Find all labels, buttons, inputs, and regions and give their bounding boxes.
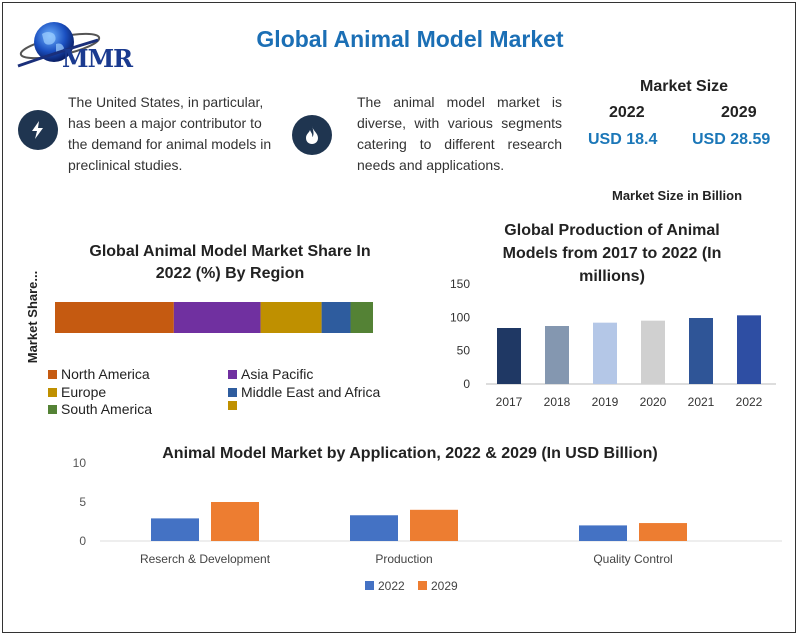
legend-swatch [228,387,237,397]
logo-text: MMR [62,44,133,73]
legend-item: South America [48,401,152,417]
x-tick-label: Reserch & Development [140,552,271,566]
globe-icon [17,22,101,68]
legend-item: Asia Pacific [228,366,313,382]
y-tick-label: 5 [79,495,86,509]
legend-swatch [48,404,57,414]
y-tick-label: 50 [457,344,471,358]
y-axis-label: Market Share... [25,271,40,364]
bar [737,315,761,384]
highlight-icon-2 [292,115,332,155]
stacked-bar-segment [173,302,261,333]
bar [545,326,569,384]
market-size-note: Market Size in Billion [612,188,743,203]
legend-swatch [365,581,374,590]
legend-swatch [48,387,57,397]
legend-label: 2029 [431,579,458,593]
bar [497,328,521,384]
bar [639,523,687,541]
bar [350,515,398,541]
y-tick-label: 10 [73,456,87,470]
highlight-text-1: The United States, in particular, has be… [68,94,272,173]
y-tick-label: 100 [450,310,470,324]
highlight-text-2: The animal model market is diverse, with… [357,94,562,173]
legend-label: Asia Pacific [241,366,314,382]
y-tick-label: 0 [79,534,86,548]
bar [593,322,617,384]
legend-swatch [48,369,57,379]
stacked-bar-segment [321,302,351,333]
market-size-year-2022: 2022 [609,104,645,121]
legend-swatch [418,581,427,590]
stacked-bar-segment [350,302,373,333]
x-tick-label: 2017 [496,395,523,409]
market-size-value-2029: USD 28.59 [692,131,771,148]
region-share-chart-title: Global Animal Model Market Share In 2022… [89,243,371,282]
region-share-chart: Market Share... [25,271,373,364]
x-tick-label: Production [375,552,432,566]
x-tick-label: 2020 [640,395,667,409]
production-chart: 0 50 100 150 2017 2018 2019 2020 2021 2022 [450,277,776,409]
y-tick-label: 0 [463,377,470,391]
legend-swatch [228,369,237,379]
legend-item: Europe [48,384,106,400]
legend-label: Middle East and Africa [241,384,381,400]
legend-label: North America [61,366,150,382]
legend-item [228,401,241,410]
legend-label: South America [61,401,153,417]
flame-icon [306,126,318,144]
legend-swatch [228,401,237,410]
application-chart: 0 5 10 Reserch & Development Production Quali… [73,456,782,593]
market-size-heading: Market Size [640,78,729,95]
stacked-bar-segment [55,302,174,333]
lightning-icon [32,121,43,139]
stacked-bar-segment [260,302,322,333]
bar [410,509,458,541]
legend-item: North America [48,366,150,382]
bar [579,525,627,541]
legend-label: 2022 [378,579,405,593]
bar [211,502,259,541]
highlight-icon-1 [18,110,58,150]
x-tick-label: 2022 [736,395,763,409]
page-title: Global Animal Model Market [256,26,564,52]
x-tick-label: 2021 [688,395,715,409]
mmr-logo [14,20,154,80]
market-size-value-2022: USD 18.4 [588,131,658,148]
y-tick-label: 150 [450,277,470,291]
bar [151,518,199,541]
legend-item: Middle East and Africa [228,384,380,400]
x-tick-label: 2018 [544,395,571,409]
x-tick-label: Quality Control [593,552,672,566]
bar [689,318,713,384]
legend-label: Europe [61,384,107,400]
x-tick-label: 2019 [592,395,619,409]
market-size-year-2029: 2029 [721,104,757,121]
production-chart-title: Global Production of Animal Models from … [502,222,722,285]
bar [641,320,665,384]
application-chart-title: Animal Model Market by Application, 2022… [162,445,658,462]
